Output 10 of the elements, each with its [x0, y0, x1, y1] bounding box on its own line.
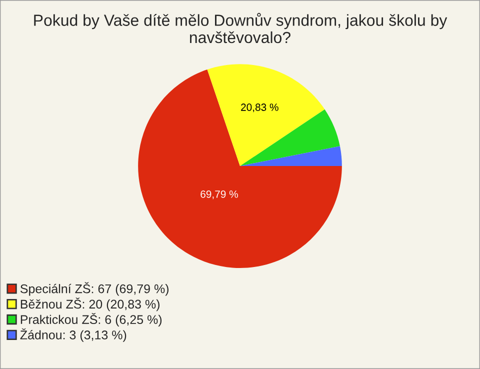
legend-label: Speciální ZŠ: 67 (69,79 %): [20, 282, 169, 296]
pie-slice: [207, 64, 325, 166]
legend-label: Běžnou ZŠ: 20 (20,83 %): [20, 298, 160, 312]
pie-slice: [138, 70, 342, 268]
legend-label: Praktickou ZŠ: 6 (6,25 %): [20, 312, 162, 326]
legend-label: Žádnou: 3 (3,13 %): [20, 328, 126, 342]
chart-title: Pokud by Vaše dítě mělo Downův syndrom, jakou školu by navštěvovalo?: [34, 12, 448, 44]
pie-slice: [240, 146, 342, 166]
data-label: 69,79 %: [200, 190, 238, 200]
data-label: 20,83 %: [241, 104, 278, 112]
